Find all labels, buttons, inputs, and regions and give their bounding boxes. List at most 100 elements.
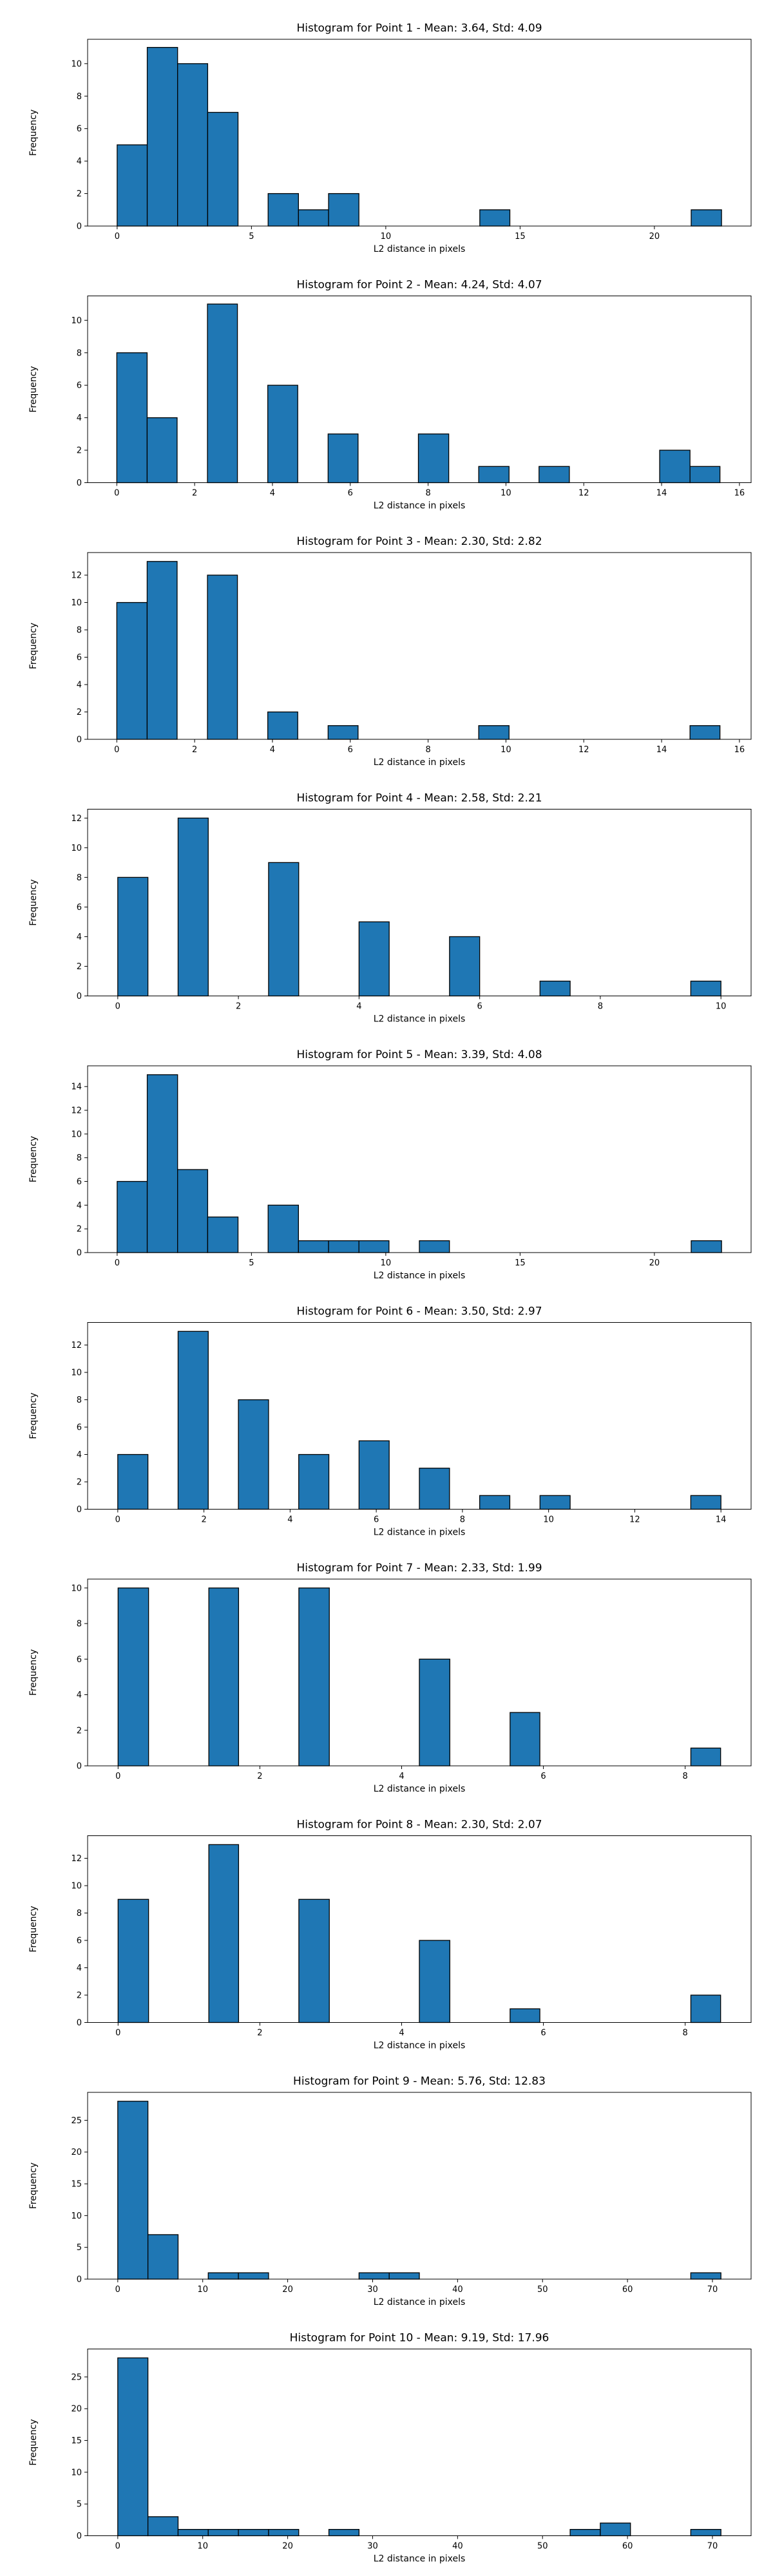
histogram-bar xyxy=(539,980,571,997)
x-tick-label: 60 xyxy=(622,2542,633,2552)
y-tick-label: 8 xyxy=(77,1153,82,1163)
x-tick-label: 10 xyxy=(381,232,392,242)
x-tick-label: 0 xyxy=(115,2285,120,2295)
y-axis-label: Frequency xyxy=(28,1136,39,1182)
chart-title: Histogram for Point 6 - Mean: 3.50, Std:… xyxy=(296,1305,542,1318)
x-tick-label: 2 xyxy=(257,1772,262,1781)
x-tick-label: 60 xyxy=(622,2285,633,2295)
histogram-bar xyxy=(478,725,510,740)
histogram-bar xyxy=(327,433,359,484)
x-tick-label: 8 xyxy=(683,1772,688,1781)
histogram-panel-point-9: Histogram for Point 9 - Mean: 5.76, Std:… xyxy=(28,2075,752,2307)
histogram-bar xyxy=(358,2272,390,2280)
x-tick-label: 70 xyxy=(707,2542,718,2552)
y-tick-label: 8 xyxy=(77,92,82,102)
y-tick-label: 2 xyxy=(77,1478,82,1488)
histogram-bar xyxy=(146,46,178,227)
histogram-bar xyxy=(208,1844,240,2023)
x-tick-label: 0 xyxy=(115,1002,120,1012)
histogram-bar xyxy=(691,1240,722,1253)
x-tick-label: 0 xyxy=(115,1258,120,1268)
y-axis-label: Frequency xyxy=(28,2419,39,2465)
x-tick-label: 10 xyxy=(543,1515,554,1525)
y-tick-label: 0 xyxy=(77,1249,82,1258)
y-axis-label: Frequency xyxy=(28,1906,39,1952)
y-tick-label: 10 xyxy=(71,1130,82,1139)
histogram-bar xyxy=(419,1240,450,1253)
y-tick-label: 10 xyxy=(71,1584,82,1593)
histogram-bar xyxy=(298,1587,330,1766)
x-tick-label: 20 xyxy=(282,2285,293,2295)
y-tick-label: 0 xyxy=(77,992,82,1001)
histogram-panel-point-2: Histogram for Point 2 - Mean: 4.24, Std:… xyxy=(28,279,752,511)
x-axis-label: L2 distance in pixels xyxy=(374,1528,466,1538)
histogram-bar xyxy=(147,2234,179,2280)
x-tick-label: 30 xyxy=(367,2285,378,2295)
histogram-bar xyxy=(117,1180,148,1253)
x-tick-label: 4 xyxy=(270,745,275,755)
histogram-bar xyxy=(116,601,148,740)
histogram-bar xyxy=(569,2528,601,2537)
y-tick-label: 15 xyxy=(71,2180,82,2190)
x-tick-label: 14 xyxy=(656,489,667,498)
axes-frame xyxy=(87,1322,752,1510)
x-axis-label: L2 distance in pixels xyxy=(374,2554,466,2564)
y-axis-label: Frequency xyxy=(28,623,39,669)
histogram-bar xyxy=(690,1994,721,2023)
y-tick-label: 12 xyxy=(71,814,82,824)
histogram-bar xyxy=(267,711,298,740)
x-tick-label: 2 xyxy=(192,489,197,498)
histogram-bar xyxy=(510,1712,540,1766)
histogram-bar xyxy=(146,1074,178,1253)
axes-frame xyxy=(87,1578,752,1766)
y-tick-label: 10 xyxy=(71,1368,82,1378)
histogram-panel-point-5: Histogram for Point 5 - Mean: 3.39, Std:… xyxy=(28,1048,752,1281)
x-tick-label: 10 xyxy=(501,489,511,498)
x-tick-label: 15 xyxy=(515,232,526,242)
x-tick-label: 40 xyxy=(452,2285,463,2295)
x-tick-label: 12 xyxy=(629,1515,640,1525)
y-tick-label: 4 xyxy=(77,1964,82,1973)
histogram-bar xyxy=(117,1587,149,1766)
y-tick-label: 12 xyxy=(71,1341,82,1350)
y-tick-label: 2 xyxy=(77,708,82,717)
histogram-bar xyxy=(238,2272,269,2280)
y-tick-label: 8 xyxy=(77,873,82,883)
histogram-bar xyxy=(479,209,511,227)
x-tick-label: 5 xyxy=(249,1258,254,1268)
y-tick-label: 20 xyxy=(71,2148,82,2157)
x-tick-label: 14 xyxy=(716,1515,727,1525)
histogram-bar xyxy=(539,466,570,484)
y-tick-label: 0 xyxy=(77,222,82,232)
y-axis-label: Frequency xyxy=(28,879,39,925)
x-tick-label: 20 xyxy=(649,232,660,242)
y-tick-label: 5 xyxy=(77,2500,82,2510)
x-axis-label: L2 distance in pixels xyxy=(374,1784,466,1794)
histogram-bar xyxy=(238,1399,269,1510)
x-tick-label: 4 xyxy=(356,1002,361,1012)
histogram-bar xyxy=(689,466,721,484)
x-tick-label: 50 xyxy=(537,2285,548,2295)
y-tick-label: 2 xyxy=(77,189,82,199)
y-tick-label: 10 xyxy=(71,316,82,326)
y-tick-label: 6 xyxy=(77,1655,82,1665)
y-tick-label: 10 xyxy=(71,2468,82,2477)
histogram-bar xyxy=(510,2008,540,2023)
y-tick-label: 0 xyxy=(77,2275,82,2285)
axes-frame xyxy=(87,2349,752,2536)
y-tick-label: 4 xyxy=(77,157,82,167)
x-tick-label: 0 xyxy=(115,1515,120,1525)
y-tick-label: 0 xyxy=(77,735,82,745)
histogram-bar xyxy=(298,1240,329,1253)
histogram-panel-point-10: Histogram for Point 10 - Mean: 9.19, Std… xyxy=(28,2332,752,2564)
x-tick-label: 0 xyxy=(115,232,120,242)
x-tick-label: 6 xyxy=(540,1772,546,1781)
x-tick-label: 15 xyxy=(515,1258,526,1268)
chart-title: Histogram for Point 1 - Mean: 3.64, Std:… xyxy=(296,22,542,35)
y-tick-label: 2 xyxy=(77,1225,82,1235)
x-tick-label: 0 xyxy=(114,745,119,755)
x-tick-label: 20 xyxy=(649,1258,660,1268)
y-tick-label: 4 xyxy=(77,681,82,690)
histogram-bar xyxy=(479,1495,511,1510)
